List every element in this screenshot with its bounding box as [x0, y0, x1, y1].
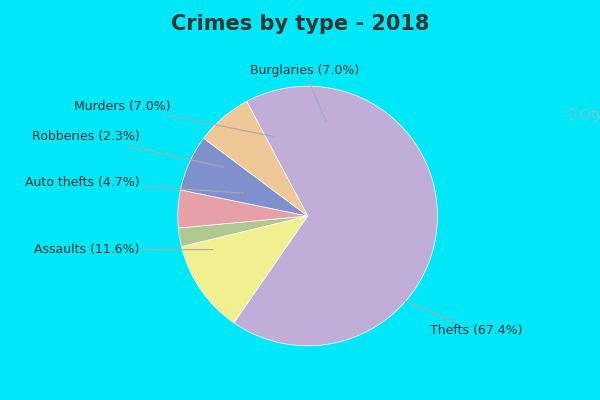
- Wedge shape: [234, 86, 437, 346]
- Text: Crimes by type - 2018: Crimes by type - 2018: [171, 14, 429, 34]
- Wedge shape: [178, 216, 308, 246]
- Text: ⓘ City-Data.com: ⓘ City-Data.com: [569, 108, 600, 122]
- Text: Auto thefts (4.7%): Auto thefts (4.7%): [25, 176, 244, 193]
- Text: Murders (7.0%): Murders (7.0%): [74, 100, 274, 136]
- Text: Robberies (2.3%): Robberies (2.3%): [32, 130, 224, 167]
- Text: Thefts (67.4%): Thefts (67.4%): [403, 300, 523, 337]
- Wedge shape: [178, 190, 308, 228]
- Text: Burglaries (7.0%): Burglaries (7.0%): [250, 64, 359, 121]
- Wedge shape: [181, 216, 308, 323]
- Text: Assaults (11.6%): Assaults (11.6%): [34, 243, 213, 256]
- Wedge shape: [181, 138, 308, 216]
- Wedge shape: [203, 101, 308, 216]
